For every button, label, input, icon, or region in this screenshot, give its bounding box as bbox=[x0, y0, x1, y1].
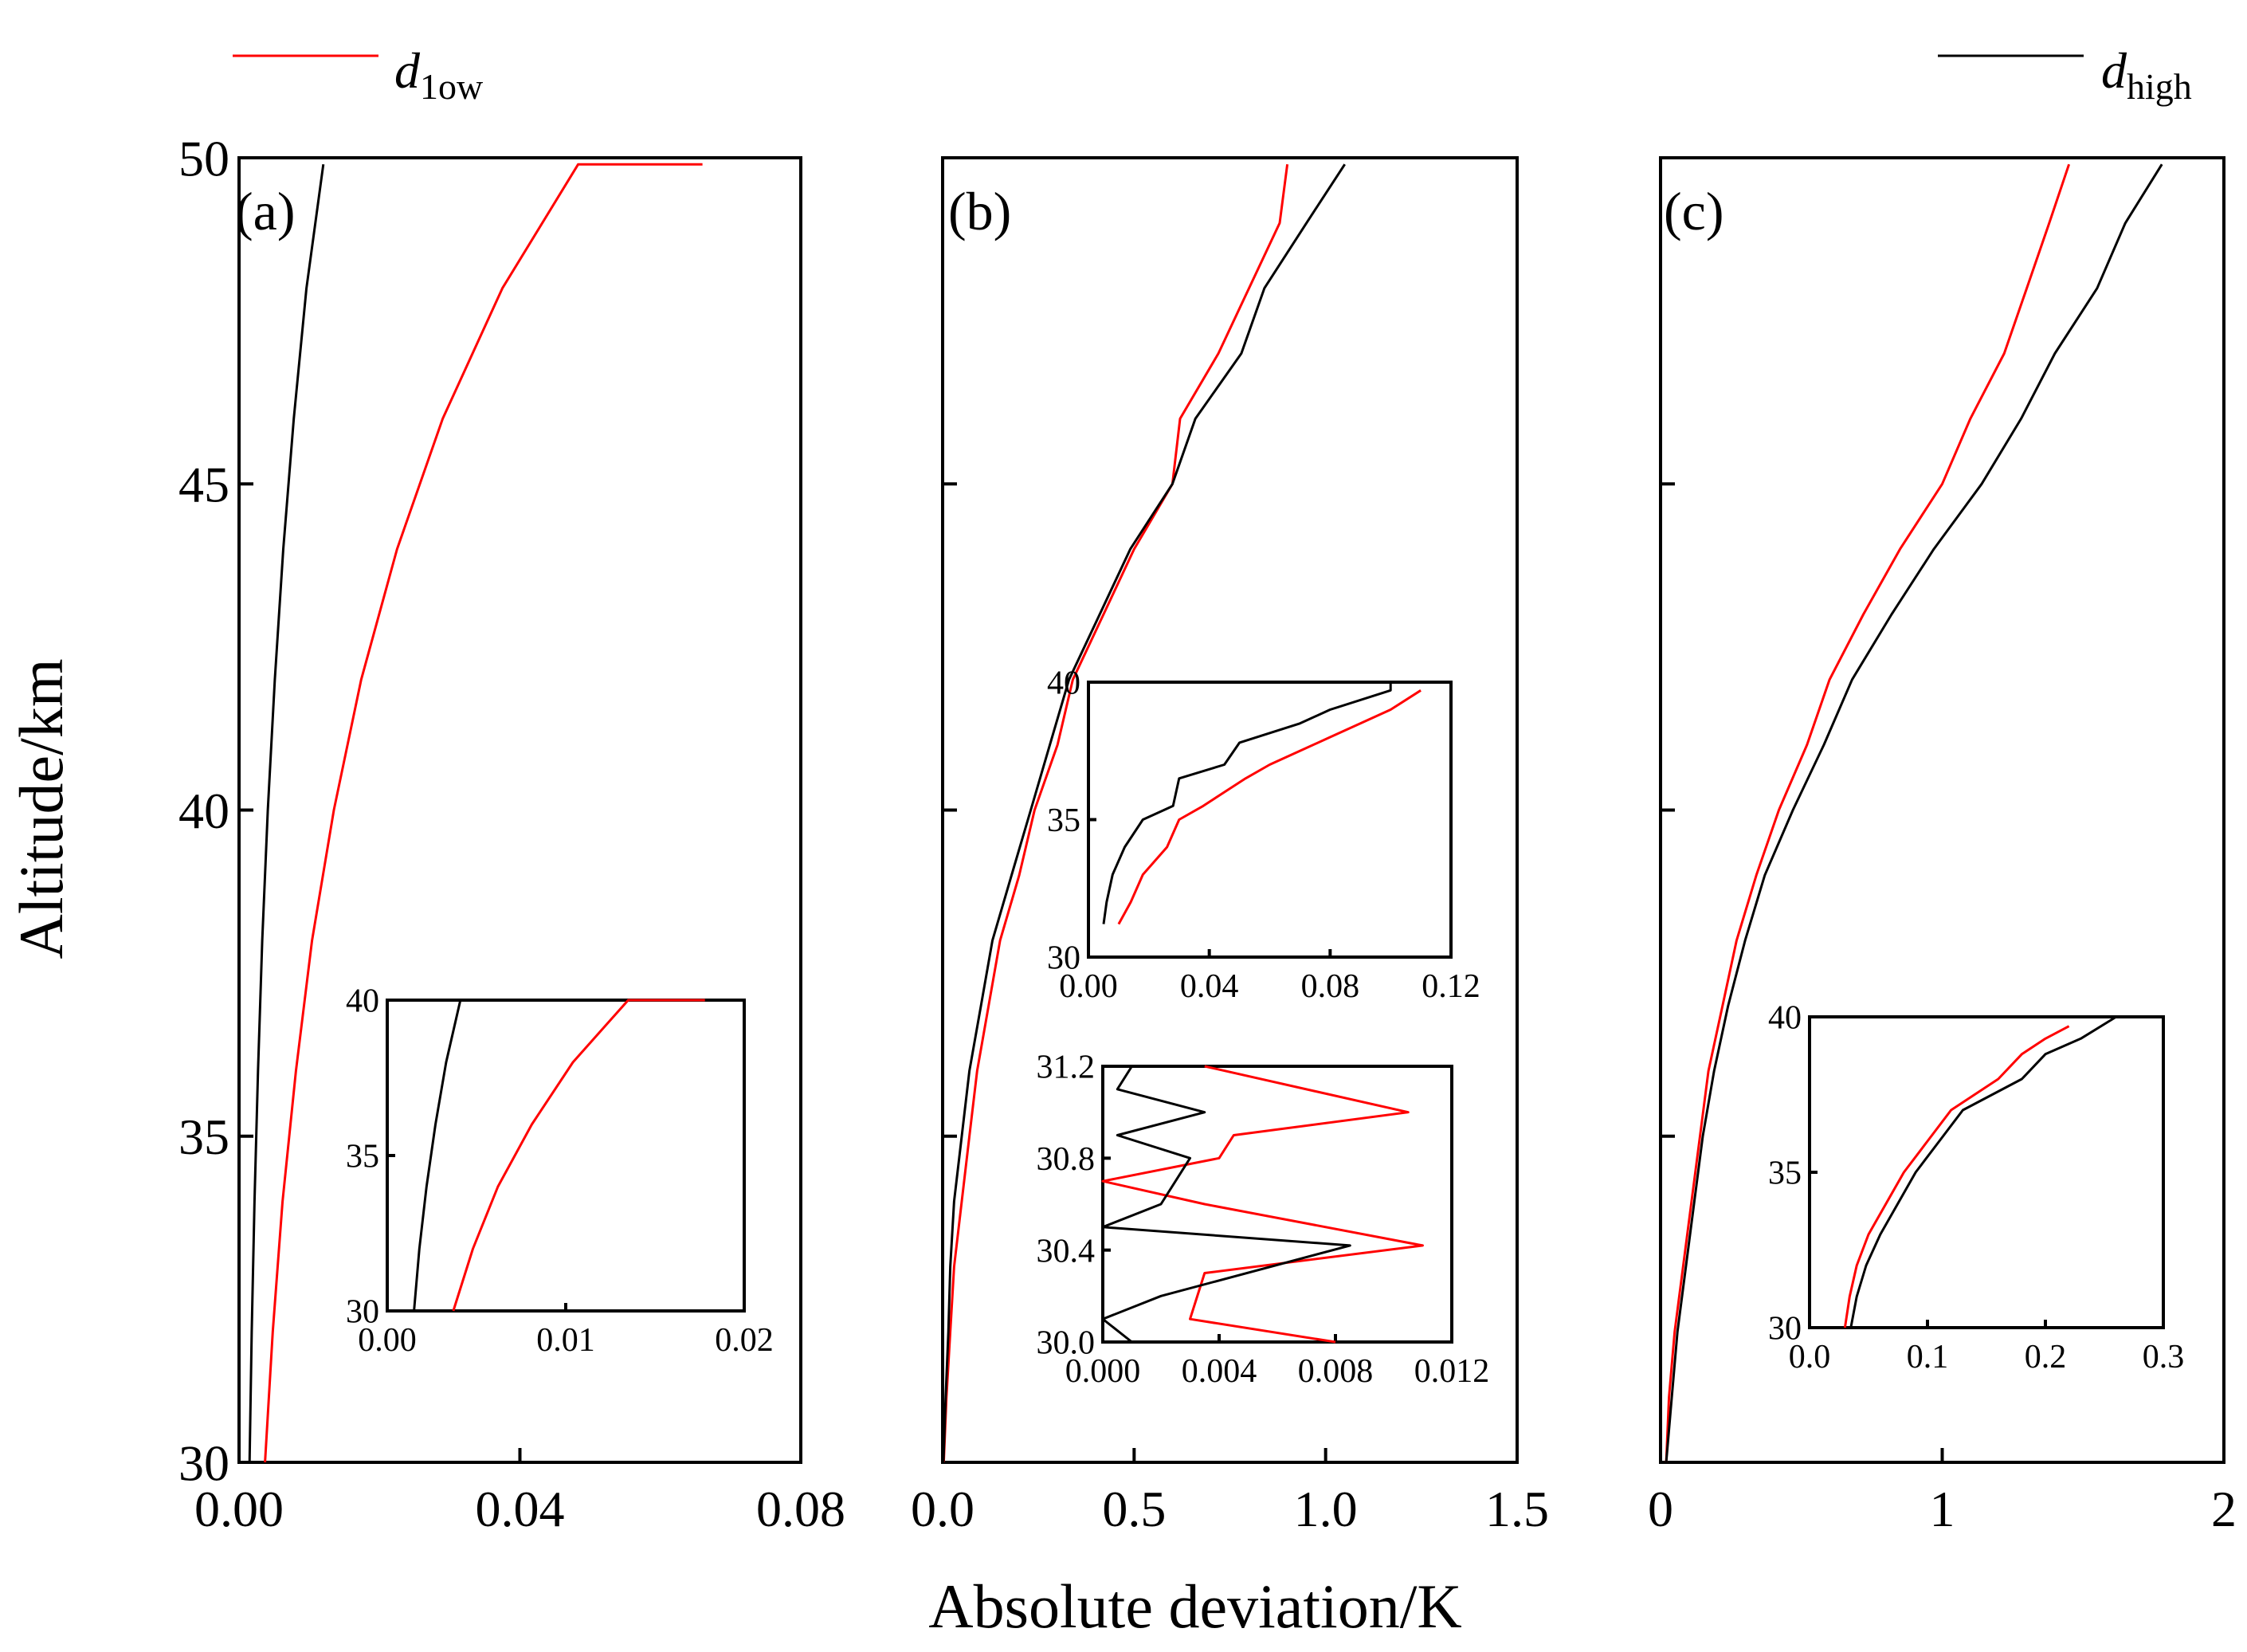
inset-b1-xtick-label: 0.08 bbox=[1301, 968, 1360, 1005]
inset-b1-ytick-label: 40 bbox=[1047, 665, 1080, 702]
panel-c-xtick-label: 2 bbox=[2211, 1481, 2237, 1537]
panel-a-ytick-label: 40 bbox=[178, 783, 229, 839]
legend: d1ow dhigh bbox=[233, 42, 2192, 107]
inset-c-ytick-label: 30 bbox=[1768, 1311, 1802, 1348]
inset-b2-ytick-label: 31.2 bbox=[1037, 1050, 1096, 1086]
inset-a-ytick-label: 40 bbox=[346, 983, 379, 1020]
panel-a-xtick-label: 0.08 bbox=[756, 1481, 845, 1537]
x-axis-title: Absolute deviation/K bbox=[928, 1572, 1461, 1641]
inset-b1-d-high-line bbox=[1102, 682, 1392, 924]
inset-b2-ytick-label: 30.4 bbox=[1037, 1233, 1096, 1269]
inset-b1-xtick-label: 0.04 bbox=[1180, 968, 1239, 1005]
inset-b2-xtick-label: 0.012 bbox=[1414, 1353, 1490, 1390]
inset-a-xtick-label: 0.01 bbox=[536, 1322, 595, 1359]
inset-a-xtick-label: 0.00 bbox=[358, 1322, 417, 1359]
inset-a-xtick-label: 0.02 bbox=[715, 1322, 774, 1359]
panel-c-frame bbox=[1659, 156, 2225, 1464]
panel-c-label: (c) bbox=[1664, 181, 1723, 241]
y-axis-title: Altitude/km bbox=[6, 659, 76, 959]
inset-b2-d-low-line bbox=[1101, 1065, 1424, 1344]
inset-c-xtick-label: 0.3 bbox=[2143, 1339, 2185, 1375]
panel-a-label: (a) bbox=[235, 181, 295, 241]
inset-c-ytick-label: 40 bbox=[1768, 1000, 1802, 1037]
panel-a-d-high-line bbox=[248, 163, 325, 1463]
inset-b1-ytick-label: 35 bbox=[1047, 802, 1080, 839]
inset-a-d-low-line bbox=[452, 999, 705, 1312]
inset-b2-xtick-label: 0.000 bbox=[1065, 1353, 1141, 1390]
inset-a-frame bbox=[386, 999, 746, 1313]
panel-a-ytick-label: 45 bbox=[178, 457, 229, 513]
panel-a-ytick-label: 50 bbox=[178, 130, 229, 186]
panel-b-xtick-label: 0.5 bbox=[1102, 1481, 1166, 1537]
panel-a-ytick-label: 30 bbox=[178, 1434, 229, 1491]
inset-b2-xtick-label: 0.008 bbox=[1298, 1353, 1374, 1390]
panel-a-frame bbox=[237, 156, 802, 1464]
inset-a-d-high-line bbox=[413, 999, 462, 1312]
inset-c-d-high-line bbox=[1849, 1015, 2117, 1328]
inset-b2-xtick-label: 0.004 bbox=[1182, 1353, 1257, 1390]
inset-c-xtick-label: 0.2 bbox=[2025, 1339, 2067, 1375]
inset-c-xtick-label: 0.1 bbox=[1907, 1339, 1949, 1375]
panel-a-xtick-label: 0.00 bbox=[194, 1481, 284, 1537]
inset-b2-d-high-line bbox=[1101, 1065, 1351, 1344]
inset-b2-ytick-label: 30.8 bbox=[1037, 1141, 1096, 1178]
panel-c-xtick-label: 0 bbox=[1648, 1481, 1673, 1537]
inset-c-ytick-label: 35 bbox=[1768, 1156, 1802, 1192]
panel-c-d-low-line bbox=[1665, 163, 2071, 1463]
panel-b-xtick-label: 0.0 bbox=[911, 1481, 974, 1537]
panel-a-ytick-label: 35 bbox=[178, 1109, 229, 1165]
inset-b1-xtick-label: 0.12 bbox=[1422, 968, 1480, 1005]
inset-b1-ytick-label: 30 bbox=[1047, 940, 1080, 977]
panel-b-label: (b) bbox=[948, 181, 1011, 241]
inset-a-ytick-label: 30 bbox=[346, 1294, 379, 1331]
inset-c-xtick-label: 0.0 bbox=[1789, 1339, 1831, 1375]
inset-b1-xtick-label: 0.00 bbox=[1059, 968, 1118, 1005]
inset-b2-ytick-label: 30.0 bbox=[1037, 1325, 1096, 1362]
inset-b2-frame bbox=[1101, 1065, 1453, 1344]
panel-b-xtick-label: 1.5 bbox=[1485, 1481, 1549, 1537]
panel-b-d-high-line bbox=[942, 163, 1346, 1463]
inset-c-d-low-line bbox=[1843, 1025, 2070, 1328]
panel-b-xtick-label: 1.0 bbox=[1294, 1481, 1358, 1537]
plot-layer: 0.00 0.04 0.08 30 35 40 45 50 0.0 0.5 1.0 1.5 0 1 2 0.0… bbox=[178, 130, 2237, 1537]
panel-b-d-low-line bbox=[942, 164, 1289, 1463]
legend-low-label: d1ow bbox=[394, 42, 484, 107]
panel-b-frame bbox=[941, 156, 1519, 1464]
panel-a-xtick-label: 0.04 bbox=[476, 1481, 565, 1537]
panel-c-xtick-label: 1 bbox=[1930, 1481, 1955, 1537]
legend-high-label: dhigh bbox=[2101, 42, 2192, 107]
panel-a-d-low-line bbox=[264, 163, 703, 1463]
inset-a-ytick-label: 35 bbox=[346, 1139, 379, 1175]
panel-c-d-high-line bbox=[1665, 163, 2163, 1463]
inset-b1-d-low-line bbox=[1117, 689, 1422, 925]
